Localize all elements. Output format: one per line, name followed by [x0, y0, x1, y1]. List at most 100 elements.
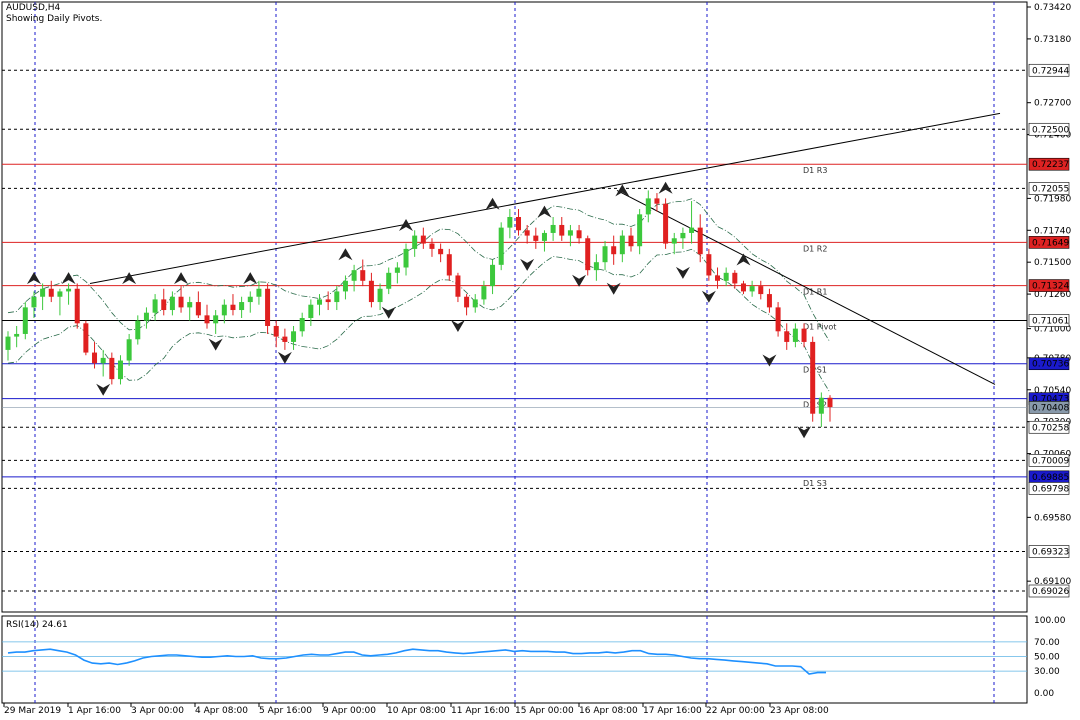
candle-body-87 — [758, 286, 764, 295]
time-tick-label-11: 22 Apr 00:00 — [706, 706, 765, 716]
fractal-down-9 — [701, 290, 716, 303]
price-tick-label-2: 0.72700 — [1034, 99, 1071, 109]
rsi-level-label-2: 50.00 — [1034, 653, 1060, 663]
candle-body-89 — [775, 307, 781, 332]
price-tick-label-3: 0.72460 — [1034, 131, 1071, 141]
candle-body-74 — [645, 198, 651, 215]
candle-body-20 — [178, 296, 184, 308]
candle-body-16 — [143, 312, 149, 321]
fractal-down-8 — [675, 266, 690, 279]
fractal-up-5 — [338, 248, 353, 261]
price-tag-5: 0.71324 — [1032, 282, 1069, 292]
lower-band — [7, 248, 831, 393]
candle-body-35 — [308, 304, 314, 319]
price-tag-2: 0.72237 — [1032, 160, 1069, 170]
candle-body-84 — [732, 272, 738, 284]
candle-body-93 — [810, 341, 816, 414]
time-tick-label-1: 1 Apr 16:00 — [68, 706, 121, 716]
candle-body-24 — [213, 315, 219, 324]
candle-body-42 — [368, 280, 374, 303]
price-tag-bg-4 — [1028, 236, 1070, 249]
candle-body-39 — [342, 280, 348, 292]
candle-body-79 — [689, 227, 695, 233]
candle-body-21 — [187, 302, 193, 308]
level-name-12: D1 S3 — [803, 479, 827, 488]
candle-body-18 — [161, 299, 167, 311]
price-tag-4: 0.71649 — [1032, 238, 1069, 248]
fractal-down-0 — [96, 383, 111, 396]
candle-body-72 — [628, 235, 634, 247]
subtitle-label: Showing Daily Pivots. — [6, 14, 103, 24]
fractal-up-6 — [399, 218, 414, 231]
price-tag-15: 0.69026 — [1032, 587, 1069, 597]
fractal-down-2 — [277, 351, 292, 364]
candle-body-82 — [715, 275, 721, 281]
price-axis: 0.73420 0.73180 0.72700 0.72460 0.71980 0.717… — [1027, 3, 1071, 598]
candle-body-10 — [92, 352, 98, 364]
rsi-level-label-3: 30.00 — [1034, 667, 1060, 677]
price-tag-9: 0.70408 — [1032, 403, 1069, 413]
price-tick-label-0: 0.73420 — [1034, 3, 1071, 13]
rsi-panel: 100.00 70.00 50.00 30.00 0.00 — [2, 616, 1066, 699]
price-tick-label-5: 0.71740 — [1034, 226, 1071, 236]
time-tick-label-0: 29 Mar 2019 — [4, 706, 61, 716]
price-tick-label-1: 0.73180 — [1034, 35, 1071, 45]
price-tag-0: 0.72944 — [1032, 66, 1069, 76]
candle-body-77 — [671, 238, 677, 244]
candle-body-4 — [40, 288, 46, 297]
price-tick-label-7: 0.71260 — [1034, 290, 1071, 300]
price-tick-label-8: 0.71000 — [1034, 325, 1071, 335]
candle-body-30 — [265, 288, 271, 326]
candle-body-57 — [498, 227, 504, 265]
chart-header: AUDUSD,H4 Showing Daily Pivots. — [6, 3, 102, 25]
price-tick-label-10: 0.70540 — [1034, 386, 1071, 396]
candle-body-50 — [438, 248, 444, 255]
price-tag-bg-7 — [1028, 357, 1070, 371]
candle-body-76 — [663, 203, 669, 244]
candle-body-17 — [152, 299, 158, 313]
candle-body-59 — [516, 216, 522, 231]
candle-body-38 — [334, 291, 340, 303]
price-tag-12: 0.69885 — [1032, 473, 1069, 483]
fractal-up-2 — [122, 272, 137, 285]
fractal-up-3 — [174, 272, 189, 285]
candle-body-54 — [472, 299, 478, 308]
candle-body-95 — [827, 397, 833, 408]
upper-trendline — [89, 112, 1001, 284]
candle-body-11 — [100, 357, 106, 364]
candle-body-34 — [299, 318, 305, 332]
price-tick-label-4: 0.71980 — [1034, 194, 1071, 204]
time-tick-label-12: 23 Apr 08:00 — [770, 706, 829, 716]
price-tag-11: 0.70009 — [1032, 456, 1069, 466]
candle-body-44 — [386, 272, 392, 289]
descending-trendline — [616, 189, 996, 385]
candle-body-3 — [31, 296, 37, 308]
candle-body-23 — [204, 315, 210, 324]
candle-body-92 — [801, 328, 807, 342]
price-tag-bg-6 — [1028, 314, 1070, 327]
fractal-down-4 — [450, 319, 465, 332]
candle-body-55 — [481, 286, 487, 300]
candle-body-71 — [619, 235, 625, 255]
fractal-up-10 — [658, 181, 673, 194]
candle-body-53 — [464, 296, 470, 308]
candle-body-43 — [377, 288, 383, 303]
candle-body-85 — [740, 283, 746, 292]
candle-body-91 — [792, 328, 798, 342]
price-tick-label-6: 0.71500 — [1034, 258, 1071, 268]
rsi-level-label-4: 0.00 — [1034, 689, 1054, 699]
candle-body-29 — [256, 288, 262, 297]
trend-lines — [89, 112, 1001, 385]
price-tag-bg-2 — [1028, 157, 1070, 171]
candle-body-2 — [22, 307, 28, 334]
time-axis: 29 Mar 2019 1 Apr 16:00 3 Apr 00:00 4 Apr 0… — [3, 703, 829, 716]
candle-body-25 — [221, 304, 227, 316]
candle-body-64 — [559, 224, 565, 236]
rsi-label: RSI(14) 24.61 — [6, 620, 68, 630]
price-tag-bg-5 — [1028, 279, 1070, 292]
candle-body-13 — [117, 360, 123, 380]
price-tag-bg-10 — [1028, 420, 1070, 434]
candle-body-62 — [541, 232, 547, 241]
price-tag-bg-11 — [1028, 454, 1070, 467]
